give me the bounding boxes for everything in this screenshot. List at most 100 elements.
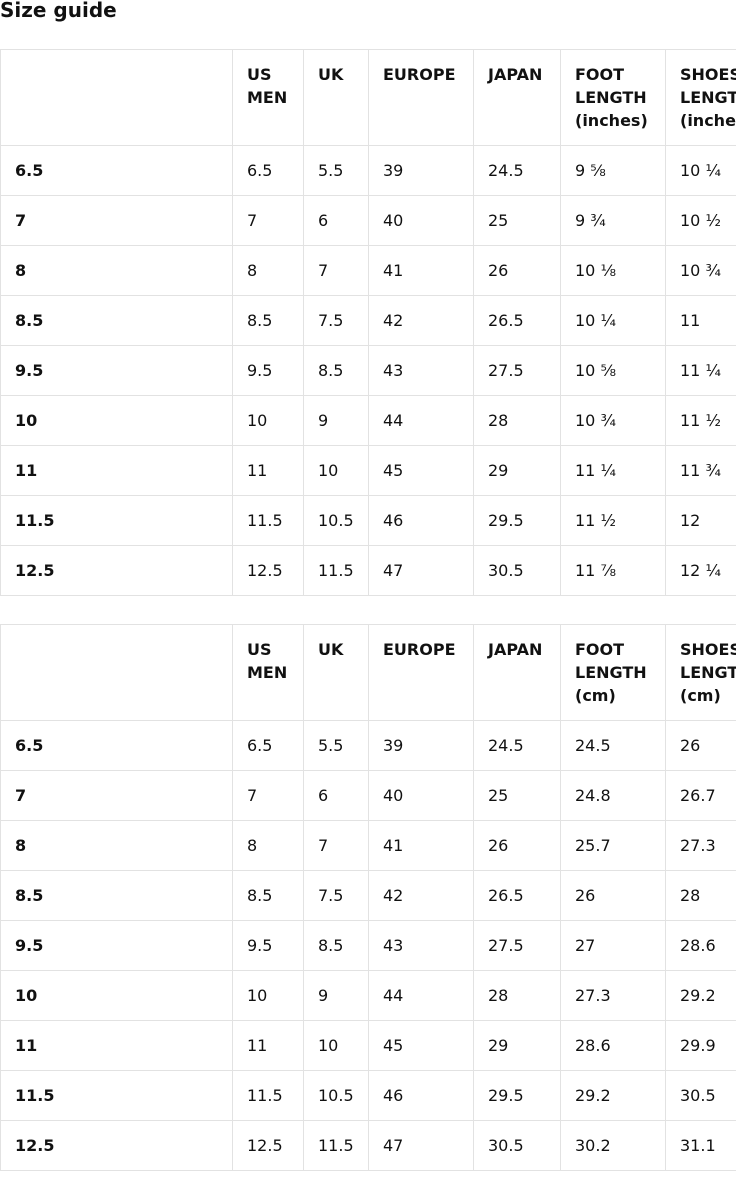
cell: 29.2 (560, 1070, 666, 1121)
cell: 28.6 (560, 1020, 666, 1071)
size-row: 11 11 10 45 29 11 ¼ 11 ¾ (0, 445, 736, 496)
cell: 40 (368, 195, 474, 246)
cell: 39 (368, 720, 474, 771)
size-row: 7 7 6 40 25 9 ¾ 10 ½ (0, 195, 736, 246)
cell: 47 (368, 1120, 474, 1171)
column-header: SHOES LENGTH (cm) (665, 624, 736, 721)
cell: 10.5 (303, 495, 369, 546)
size-row: 12.5 12.5 11.5 47 30.5 30.2 31.1 (0, 1120, 736, 1171)
row-header: 7 (0, 770, 233, 821)
cell: 9 (303, 395, 369, 446)
cell: 11.5 (303, 545, 369, 596)
cell: 6 (303, 195, 369, 246)
cell: 42 (368, 870, 474, 921)
column-header: JAPAN (473, 624, 561, 721)
cell: 10.5 (303, 1070, 369, 1121)
cell: 41 (368, 245, 474, 296)
cell: 9.5 (232, 920, 304, 971)
cell: 11 ¼ (560, 445, 666, 496)
cell: 30.5 (665, 1070, 736, 1121)
header-row: US MEN UK EUROPE JAPAN FOOT LENGTH (inches) S… (0, 49, 736, 146)
row-header: 8.5 (0, 870, 233, 921)
cell: 27.5 (473, 345, 561, 396)
row-header: 9.5 (0, 920, 233, 971)
cell: 8 (232, 820, 304, 871)
cell: 12.5 (232, 1120, 304, 1171)
cell: 24.5 (560, 720, 666, 771)
row-header: 6.5 (0, 720, 233, 771)
cell: 12 (665, 495, 736, 546)
cell: 11 ⅞ (560, 545, 666, 596)
cell: 11 (665, 295, 736, 346)
cell: 24.8 (560, 770, 666, 821)
cell: 6 (303, 770, 369, 821)
cell: 7.5 (303, 295, 369, 346)
cell: 29.9 (665, 1020, 736, 1071)
row-header: 11.5 (0, 495, 233, 546)
cell: 8.5 (232, 295, 304, 346)
cell: 7 (303, 245, 369, 296)
cell: 10 (232, 970, 304, 1021)
cell: 8.5 (232, 870, 304, 921)
size-row: 6.5 6.5 5.5 39 24.5 24.5 26 (0, 720, 736, 771)
cell: 39 (368, 145, 474, 196)
cell: 10 (303, 445, 369, 496)
column-header: SHOES LENGTH (inches) (665, 49, 736, 146)
cell: 12.5 (232, 545, 304, 596)
row-header: 11 (0, 445, 233, 496)
cell: 30.5 (473, 1120, 561, 1171)
cell: 10 ½ (665, 195, 736, 246)
header-row: US MEN UK EUROPE JAPAN FOOT LENGTH (cm) SHOES… (0, 624, 736, 721)
cell: 6.5 (232, 720, 304, 771)
cell: 8.5 (303, 345, 369, 396)
cell: 25 (473, 195, 561, 246)
size-row: 9.5 9.5 8.5 43 27.5 10 ⅝ 11 ¼ (0, 345, 736, 396)
row-header: 11.5 (0, 1070, 233, 1121)
column-header: UK (303, 49, 369, 146)
row-header: 8 (0, 820, 233, 871)
cell: 11.5 (303, 1120, 369, 1171)
column-header: UK (303, 624, 369, 721)
cell: 10 (232, 395, 304, 446)
cell: 7.5 (303, 870, 369, 921)
cell: 10 ⅝ (560, 345, 666, 396)
column-header: FOOT LENGTH (inches) (560, 49, 666, 146)
size-row: 8.5 8.5 7.5 42 26.5 26 28 (0, 870, 736, 921)
size-row: 8 8 7 41 26 10 ⅛ 10 ¾ (0, 245, 736, 296)
cell: 31.1 (665, 1120, 736, 1171)
cell: 10 ¾ (560, 395, 666, 446)
cell: 11.5 (232, 1070, 304, 1121)
cell: 6.5 (232, 145, 304, 196)
cell: 11 ½ (560, 495, 666, 546)
cell: 7 (232, 195, 304, 246)
cell: 26.5 (473, 295, 561, 346)
cell: 46 (368, 1070, 474, 1121)
cell: 11 ½ (665, 395, 736, 446)
row-header: 8.5 (0, 295, 233, 346)
size-row: 12.5 12.5 11.5 47 30.5 11 ⅞ 12 ¼ (0, 545, 736, 596)
column-header: EUROPE (368, 49, 474, 146)
cell: 11.5 (232, 495, 304, 546)
cell: 43 (368, 920, 474, 971)
size-row: 8 8 7 41 26 25.7 27.3 (0, 820, 736, 871)
cell: 26 (560, 870, 666, 921)
row-header: 7 (0, 195, 233, 246)
cell: 10 ¼ (560, 295, 666, 346)
cell: 26 (473, 820, 561, 871)
size-row: 10 10 9 44 28 27.3 29.2 (0, 970, 736, 1021)
cell: 11 (232, 1020, 304, 1071)
size-row: 10 10 9 44 28 10 ¾ 11 ½ (0, 395, 736, 446)
size-table: US MEN UK EUROPE JAPAN FOOT LENGTH (inches) S… (0, 49, 736, 596)
cell: 5.5 (303, 720, 369, 771)
size-table: US MEN UK EUROPE JAPAN FOOT LENGTH (cm) SHOES… (0, 624, 736, 1171)
cell: 7 (303, 820, 369, 871)
row-header: 12.5 (0, 545, 233, 596)
size-row: 7 7 6 40 25 24.8 26.7 (0, 770, 736, 821)
row-header: 10 (0, 395, 233, 446)
cell: 30.2 (560, 1120, 666, 1171)
cell: 28 (665, 870, 736, 921)
cell: 7 (232, 770, 304, 821)
cell: 10 ¼ (665, 145, 736, 196)
cell: 29.2 (665, 970, 736, 1021)
